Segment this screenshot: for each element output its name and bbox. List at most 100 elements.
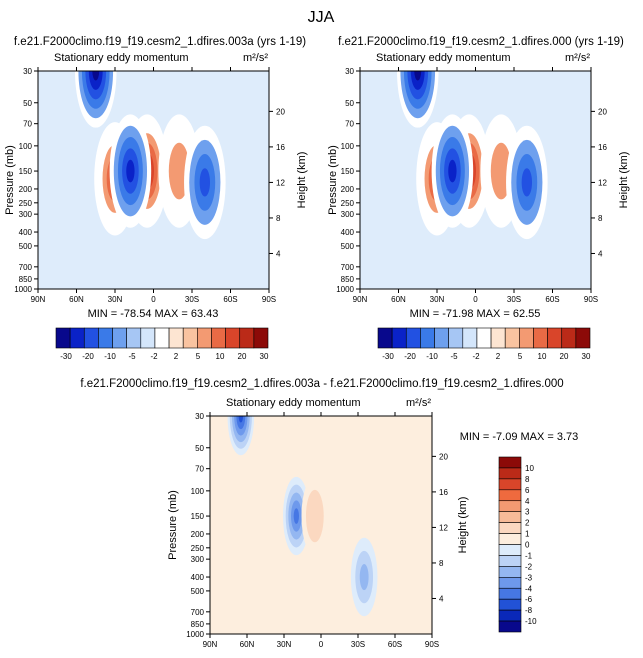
colorbar-swatch: [225, 327, 241, 349]
colorbar-swatch: [182, 327, 198, 349]
height-tick-label: 16: [439, 488, 448, 497]
y-tick-label: 50: [195, 444, 204, 453]
x-tick-label: 90S: [584, 295, 598, 304]
colorbar-label: -30: [382, 352, 394, 361]
panel-1-axes: 90N 60N 30N 0 30S 60S 90S 30 50 70 100 150 200 250 300…: [14, 67, 285, 304]
x-tick-label: 90N: [203, 640, 218, 649]
panel-2-plot: [360, 71, 591, 289]
colorbar-swatch: [239, 327, 255, 349]
panel-2-colorbar: -30 -20 -10 -5 -2 2 5 10 20 30: [377, 327, 591, 361]
colorbar-swatch: [498, 478, 522, 491]
y-tick-label: 850: [341, 275, 355, 284]
y-tick-label: 1000: [336, 285, 354, 294]
panel-1-units: m²/s²: [243, 52, 268, 64]
y-tick-label: 200: [19, 185, 33, 194]
x-tick-label: 30S: [185, 295, 199, 304]
x-tick-label: 90S: [262, 295, 276, 304]
panel-1-stats: MIN = -78.54 MAX = 63.43: [88, 308, 219, 320]
y-tick-label: 150: [341, 167, 355, 176]
y-tick-label: 500: [191, 587, 205, 596]
colorbar-label: -4: [525, 584, 533, 593]
panel-3: f.e21.F2000climo.f19_f19.cesm2_1.dfires.…: [80, 378, 578, 649]
y-tick-label: 200: [191, 530, 205, 539]
colorbar-label: 1: [525, 530, 530, 539]
y-tick-label: 1000: [14, 285, 32, 294]
colorbar-swatch: [126, 327, 142, 349]
colorbar-label: -8: [525, 606, 533, 615]
y-tick-label: 50: [23, 99, 32, 108]
colorbar-swatch: [168, 327, 184, 349]
contour-level-6-3: [521, 168, 533, 197]
colorbar-swatch: [498, 522, 522, 534]
contour-level-6-3: [199, 168, 211, 197]
y-tick-label: 50: [345, 99, 354, 108]
y-tick-label: 300: [19, 210, 33, 219]
panel-2-axes: 90N 60N 30N 0 30S 60S 90S 30 50 70 100 150 200 250 300…: [336, 67, 607, 304]
colorbar-swatch: [504, 327, 520, 349]
panel-2: f.e21.F2000climo.f19_f19.cesm2_1.dfires.…: [327, 36, 630, 361]
y-tick-label: 850: [191, 620, 205, 629]
y-tick-label: 100: [19, 142, 33, 151]
colorbar-swatch: [547, 327, 563, 349]
panel-1: f.e21.F2000climo.f19_f19.cesm2_1.dfires.…: [4, 36, 308, 361]
colorbar-label: -1: [525, 551, 533, 560]
panel-2-ylabel-right: Height (km): [618, 152, 630, 209]
x-tick-label: 60N: [69, 295, 84, 304]
panel-3-variable: Stationary eddy momentum: [226, 397, 361, 409]
panel-2-stats: MIN = -71.98 MAX = 62.55: [410, 308, 541, 320]
colorbar-label: -30: [60, 352, 72, 361]
contour-level-5-3: [173, 156, 185, 186]
colorbar-label: -2: [525, 562, 533, 571]
y-tick-label: 300: [191, 555, 205, 564]
x-tick-label: 30N: [277, 640, 292, 649]
panel-2-ylabel: Pressure (mb): [327, 145, 339, 215]
colorbar-label: 10: [525, 464, 534, 473]
colorbar-swatch: [498, 544, 522, 556]
y-tick-label: 70: [345, 120, 354, 129]
y-tick-label: 30: [345, 67, 354, 76]
colorbar-label: -10: [525, 617, 537, 626]
colorbar-swatch: [211, 327, 226, 349]
contour-level-4-4: [126, 159, 135, 183]
y-tick-label: 250: [341, 199, 355, 208]
colorbar-swatch: [533, 327, 548, 349]
contour-level-4-4: [448, 159, 457, 183]
colorbar-label: 30: [260, 352, 269, 361]
colorbar-swatch: [405, 327, 421, 349]
colorbar-label: 3: [525, 508, 530, 517]
colorbar-label: -2: [150, 352, 158, 361]
panel-1-case-title: f.e21.F2000climo.f19_f19.cesm2_1.dfires.…: [14, 36, 306, 48]
colorbar-swatch: [448, 327, 464, 349]
colorbar-label: 20: [560, 352, 569, 361]
contour-level-2-5: [238, 416, 244, 423]
y-tick-label: 400: [19, 228, 33, 237]
colorbar-label: -20: [82, 352, 94, 361]
height-tick-label: 12: [276, 178, 285, 187]
height-tick-label: 20: [598, 107, 607, 116]
panel-3-axes: 90N 60N 30N 0 30S 60S 90S 30 50 70 100 150 200 250 300…: [186, 412, 448, 649]
x-tick-label: 90N: [31, 295, 46, 304]
y-tick-label: 30: [23, 67, 32, 76]
colorbar-swatch: [498, 555, 522, 567]
panel-3-ylabel: Pressure (mb): [167, 490, 179, 560]
x-tick-label: 60S: [223, 295, 237, 304]
x-tick-label: 0: [473, 295, 478, 304]
colorbar-swatch: [498, 500, 522, 512]
x-tick-label: 30S: [507, 295, 521, 304]
colorbar-swatch: [498, 609, 522, 622]
x-tick-label: 0: [151, 295, 156, 304]
colorbar-label: 5: [518, 352, 523, 361]
colorbar-label: -5: [450, 352, 458, 361]
panel-3-plot: [210, 416, 432, 634]
y-tick-label: 400: [191, 573, 205, 582]
x-tick-label: 60S: [545, 295, 559, 304]
colorbar-swatch: [519, 327, 534, 349]
panel-1-colorbar: -30 -20 -10 -5 -2 2 5 10 20 30: [55, 327, 269, 361]
y-tick-label: 700: [19, 263, 33, 272]
height-tick-label: 8: [439, 559, 444, 568]
colorbar-swatch: [498, 587, 522, 600]
colorbar-label: 2: [496, 352, 501, 361]
contour-level-2-5: [92, 71, 100, 81]
colorbar-swatch: [575, 327, 591, 349]
